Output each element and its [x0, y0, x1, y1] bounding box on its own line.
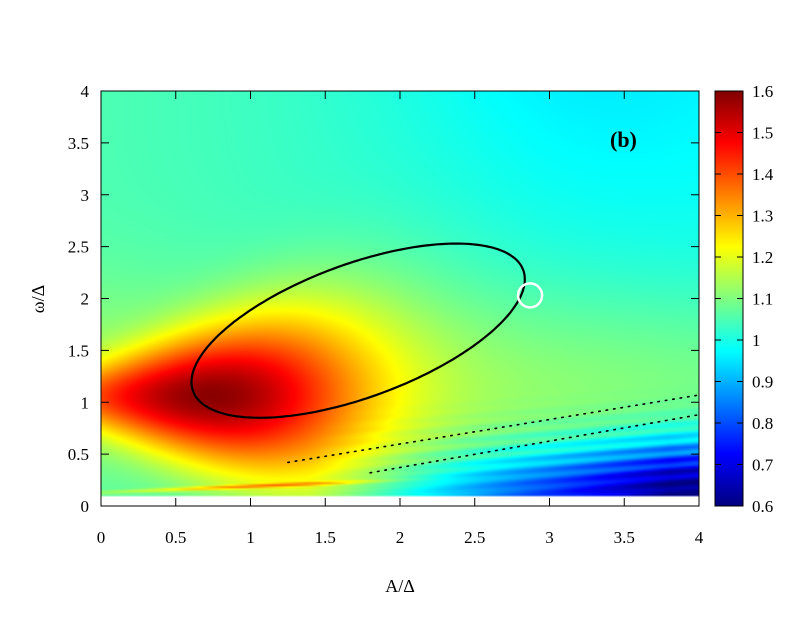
- plot-area: 0 0.5 1 1.5 2 2.5 3 3.5 4 0 0.5 1 1.5 2 2.5 3 3.5 4: [68, 82, 704, 547]
- dotted-line-1: [287, 394, 699, 464]
- colorbar-tick-label: 1.3: [752, 207, 773, 226]
- y-axis-label: ω/Δ: [28, 285, 48, 313]
- y-tick-label: 2.5: [68, 238, 89, 257]
- colorbar-tick-label: 1.4: [752, 165, 774, 184]
- x-tick-label: 2.5: [464, 528, 485, 547]
- panel-label: (b): [610, 127, 637, 152]
- colorbar-tick-label: 1.2: [752, 248, 773, 267]
- x-tick-label: 2: [396, 528, 405, 547]
- marked-point: [516, 282, 544, 309]
- colorbar: 0.6 0.7 0.8 0.9 1 1.1 1.2 1.3 1.4 1.5 1.6: [714, 82, 774, 516]
- x-tick-label: 3.5: [614, 528, 635, 547]
- y-tick-label: 2: [81, 290, 90, 309]
- boundary-curve: [190, 242, 526, 419]
- x-tick-label: 1.5: [315, 528, 336, 547]
- x-tick-label: 3: [545, 528, 554, 547]
- y-tick-label: 4: [81, 82, 90, 101]
- colorbar-tick-label: 1.5: [752, 124, 773, 143]
- colorbar-tick-label: 0.8: [752, 414, 773, 433]
- heatmap: [101, 91, 699, 506]
- y-tick-label: 0: [81, 497, 90, 516]
- x-tick-label: 0.5: [165, 528, 186, 547]
- colorbar-ticks: 0.6 0.7 0.8 0.9 1 1.1 1.2 1.3 1.4 1.5 1.6: [715, 82, 774, 516]
- colorbar-tick-label: 1.1: [752, 290, 773, 309]
- colorbar-tick-label: 0.7: [752, 456, 774, 475]
- x-axis-ticks: 0 0.5 1 1.5 2 2.5 3 3.5 4: [97, 91, 704, 547]
- overlay: [190, 242, 699, 474]
- colorbar-tick-label: 0.9: [752, 373, 773, 392]
- x-tick-label: 1: [246, 528, 255, 547]
- x-axis-label: A/Δ: [385, 576, 415, 596]
- y-tick-label: 1.5: [68, 341, 89, 360]
- colorbar-tick-label: 1: [752, 331, 761, 350]
- y-axis-ticks: 0 0.5 1 1.5 2 2.5 3 3.5 4: [68, 82, 699, 516]
- colorbar-tick-label: 0.6: [752, 497, 773, 516]
- y-tick-label: 1: [81, 393, 90, 412]
- colorbar-tick-label: 1.6: [752, 82, 773, 101]
- y-tick-label: 3.5: [68, 134, 89, 153]
- x-tick-label: 4: [695, 528, 704, 547]
- dotted-line-2: [369, 413, 699, 474]
- x-tick-label: 0: [97, 528, 106, 547]
- y-tick-label: 0.5: [68, 445, 89, 464]
- y-tick-label: 3: [81, 186, 90, 205]
